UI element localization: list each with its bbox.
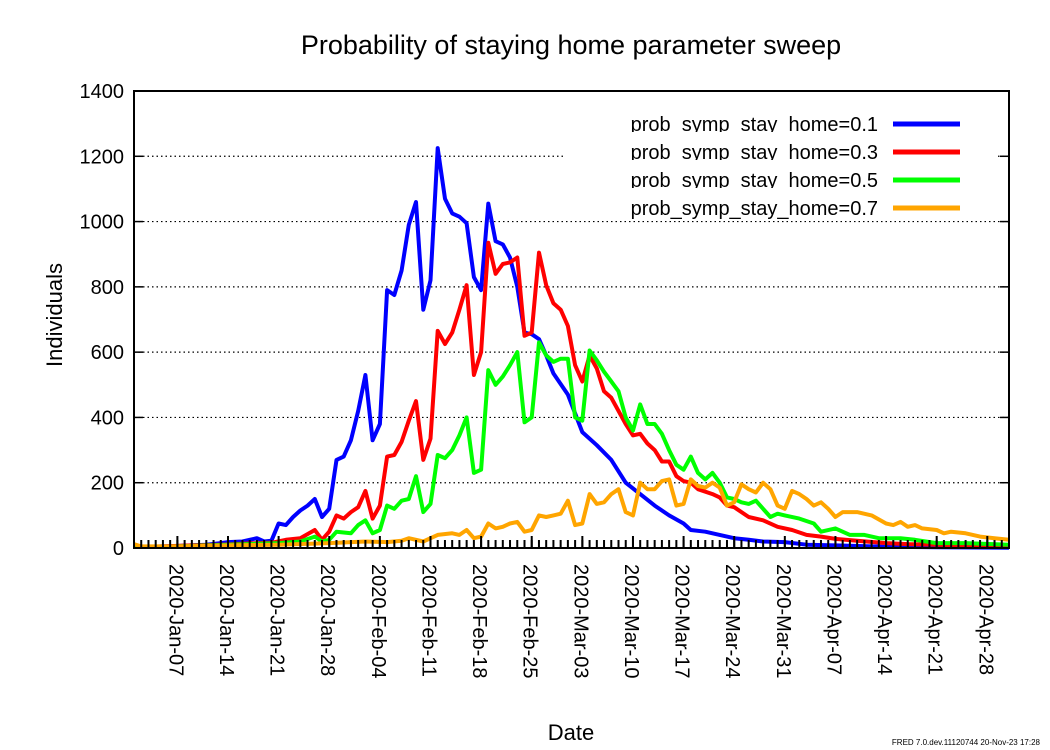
x-tick-label: 2020-Mar-31 [772,564,794,679]
series-line [133,340,1010,549]
plot-frame [133,90,1010,549]
x-tick-label: 2020-Feb-11 [417,564,439,677]
series-line [133,240,1010,549]
y-tick-label: 1400 [80,81,125,103]
chart-title: Probability of staying home parameter sw… [301,30,841,60]
x-tick-label: 2020-Apr-07 [822,564,844,675]
series-line [133,477,1010,549]
legend-label: prob_symp_stay_home=0.3 [631,142,878,164]
x-tick-label: 2020-Mar-03 [569,564,591,679]
legend: prob_symp_stay_home=0.1 prob_symp_stay_ho… [566,104,996,220]
x-tick-label: 2020-Mar-17 [671,564,693,679]
x-tick-label: 2020-Feb-04 [367,564,389,679]
y-tick-label: 200 [91,473,124,495]
x-tick-label: 2020-Jan-14 [215,564,237,676]
x-tick-label: 2020-Apr-14 [873,564,895,675]
y-tick-label: 800 [91,277,124,299]
y-tick-label: 1200 [80,146,125,168]
x-axis-label: Date [548,720,594,745]
y-tick-label: 1000 [80,212,125,234]
x-tick-label: 2020-Mar-10 [620,564,642,679]
x-tick-label: 2020-Apr-21 [924,564,946,675]
legend-label: prob_symp_stay_home=0.5 [631,170,878,192]
legend-label: prob_symp_stay_home=0.7 [631,198,878,220]
x-tick-labels: 2020-Jan-07 2020-Jan-14 2020-Jan-21 2020-Ja… [164,564,996,679]
x-tick-label: 2020-Feb-25 [519,564,541,679]
y-tick-label: 400 [91,407,124,429]
footer-text: FRED 7.0.dev.11120744 20-Nov-23 17:28 [892,738,1041,747]
x-tick-label: 2020-Mar-24 [721,564,743,679]
y-tick-label: 600 [91,342,124,364]
x-tick-label: 2020-Jan-28 [316,564,338,676]
x-tick-label: 2020-Feb-18 [468,564,490,679]
y-tick-label: 0 [113,538,124,560]
x-tick-label: 2020-Jan-21 [266,564,288,676]
x-tick-label: 2020-Jan-07 [164,564,186,676]
y-tick-labels: 0 200 400 600 800 1000 1200 1400 [80,81,125,560]
y-axis-label: Individuals [42,263,67,367]
legend-label: prob_symp_stay_home=0.1 [631,114,878,136]
x-tick-label: 2020-Apr-28 [974,564,996,675]
